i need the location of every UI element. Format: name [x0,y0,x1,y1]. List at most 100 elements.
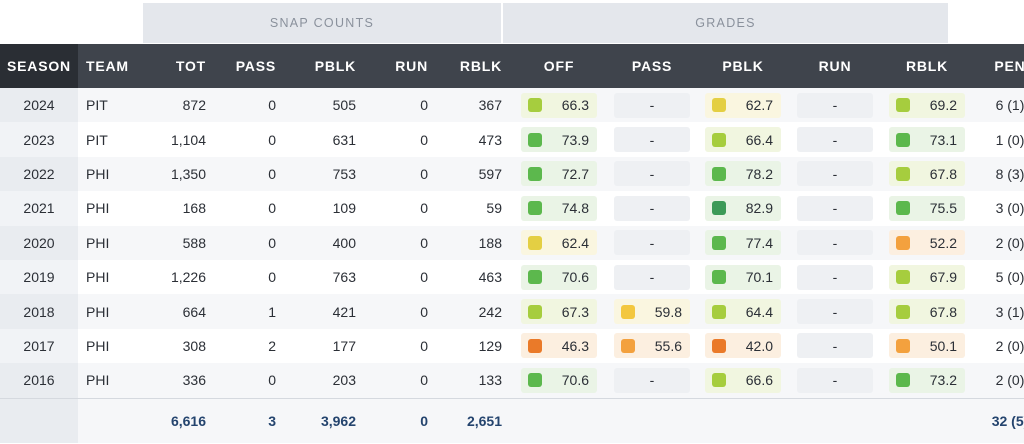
totals-tot: 6,616 [142,397,216,443]
table-row[interactable]: 2018 PHI 664 1 421 0 242 67.3 59.8 64.4 - 67.8 3 (1) [0,294,1024,329]
rblk-cell: 188 [438,225,512,260]
table-row[interactable]: 2016 PHI 336 0 203 0 133 70.6-66.6-73.2 2 (0) [0,363,1024,399]
grade-pass-cell: - [606,191,698,226]
tot-cell: 1,226 [142,259,216,295]
table-row[interactable]: 2024 PIT 872 0 505 0 367 66.3-62.7-69.2 6 (1) [0,88,1024,123]
tot-cell: 872 [142,88,216,123]
grade-swatch-icon [712,132,726,147]
grade-badge: 66.4 [705,127,781,153]
grade-swatch-icon [896,235,910,250]
grade-swatch-icon [621,304,635,319]
team-cell: PIT [78,122,142,157]
grade-badge: 50.1 [889,333,965,359]
grade-badge: 77.4 [705,230,781,256]
season-cell: 2017 [0,328,78,364]
grade-rblk-cell: 52.2 [882,225,972,260]
grade-badge: 67.3 [521,299,597,325]
grade-value: 67.9 [929,269,957,286]
grade-run-cell: - [788,363,882,399]
run-cell: 0 [366,328,438,364]
col-tot[interactable]: TOT [142,44,216,88]
col-team[interactable]: TEAM [78,44,142,88]
col-grade-pblk[interactable]: PBLK [698,44,788,88]
grade-value: 50.1 [929,337,957,354]
grade-run-cell: - [788,191,882,226]
grade-pblk-cell: 62.7 [698,88,788,123]
grade-off-cell: 67.3 [512,294,606,329]
grade-value: 42.0 [745,337,773,354]
grade-swatch-icon [712,201,726,216]
grade-swatch-icon [896,270,910,285]
col-pblk[interactable]: PBLK [286,44,366,88]
grade-run-cell: - [788,259,882,295]
grade-off-cell: 70.6 [512,363,606,399]
grade-value: 70.1 [745,269,773,286]
grade-swatch-icon [896,132,910,147]
col-pass[interactable]: PASS [216,44,286,88]
table-row[interactable]: 2022 PHI 1,350 0 753 0 597 72.7-78.2-67.8 8 (3) [0,156,1024,192]
grade-swatch-icon [896,166,910,181]
col-grade-pass[interactable]: PASS [606,44,698,88]
grade-pass-cell: - [606,122,698,157]
grade-value: 46.3 [561,337,589,354]
grade-rblk-cell: 67.9 [882,259,972,295]
grade-badge: 46.3 [521,333,597,359]
run-cell: 0 [366,156,438,192]
grade-empty: - [614,367,690,393]
run-cell: 0 [366,88,438,123]
grade-rblk-cell: 50.1 [882,328,972,364]
grade-pass-cell: - [606,88,698,123]
grade-badge: 75.5 [889,195,965,221]
col-grade-rblk[interactable]: RBLK [882,44,972,88]
grade-rblk-cell: 73.2 [882,363,972,399]
grade-pblk-cell: 42.0 [698,328,788,364]
col-run[interactable]: RUN [366,44,438,88]
pen-cell: 3 (0) [972,191,1024,226]
pen-cell: 6 (1) [972,88,1024,123]
grade-value: 67.8 [929,303,957,320]
table-row[interactable]: 2023 PIT 1,104 0 631 0 473 73.9-66.4-73.1 1 (0) [0,122,1024,157]
pen-cell: 8 (3) [972,156,1024,192]
grade-run-cell: - [788,225,882,260]
col-pen[interactable]: PEN [972,44,1024,88]
grade-off-cell: 73.9 [512,122,606,157]
grade-badge: 69.2 [889,92,965,118]
totals-rblk: 2,651 [438,397,512,443]
col-grade-run[interactable]: RUN [788,44,882,88]
table-row[interactable]: 2019 PHI 1,226 0 763 0 463 70.6-70.1-67.9 5 (0) [0,259,1024,295]
grade-badge: 66.6 [705,367,781,393]
table-body: 2024 PIT 872 0 505 0 367 66.3-62.7-69.2 6 (1) 202… [0,88,1024,443]
grade-pblk-cell: 64.4 [698,294,788,329]
rblk-cell: 242 [438,294,512,329]
grade-value: 82.9 [745,200,773,217]
grade-empty: - [614,230,690,256]
grade-run-cell: - [788,156,882,192]
totals-season [0,397,78,443]
grade-value: 77.4 [745,234,773,251]
col-rblk[interactable]: RBLK [438,44,512,88]
grade-swatch-icon [712,304,726,319]
grade-empty: - [797,264,873,290]
table-row[interactable]: 2021 PHI 168 0 109 0 59 74.8-82.9-75.5 3 (0) [0,191,1024,226]
grade-off-cell: 74.8 [512,191,606,226]
grade-value: 73.9 [561,131,589,148]
table-row[interactable]: 2020 PHI 588 0 400 0 188 62.4-77.4-52.2 2 (0) [0,225,1024,260]
grade-value: 52.2 [929,234,957,251]
grade-empty: - [614,195,690,221]
col-season[interactable]: SEASON [0,44,78,88]
table-row[interactable]: 2017 PHI 308 2 177 0 129 46.3 55.6 42.0 - 50.1 2 (0) [0,328,1024,364]
grade-value: 70.6 [561,372,589,389]
team-cell: PHI [78,156,142,192]
grade-run-cell: - [788,328,882,364]
rblk-cell: 129 [438,328,512,364]
rblk-cell: 463 [438,259,512,295]
run-cell: 0 [366,225,438,260]
pen-cell: 2 (0) [972,328,1024,364]
season-cell: 2021 [0,191,78,226]
season-cell: 2016 [0,363,78,399]
col-grade-off[interactable]: OFF [512,44,606,88]
grade-badge: 73.1 [889,127,965,153]
grade-rblk-cell: 69.2 [882,88,972,123]
totals-g-pass [606,397,698,443]
grade-value: 62.7 [745,97,773,114]
